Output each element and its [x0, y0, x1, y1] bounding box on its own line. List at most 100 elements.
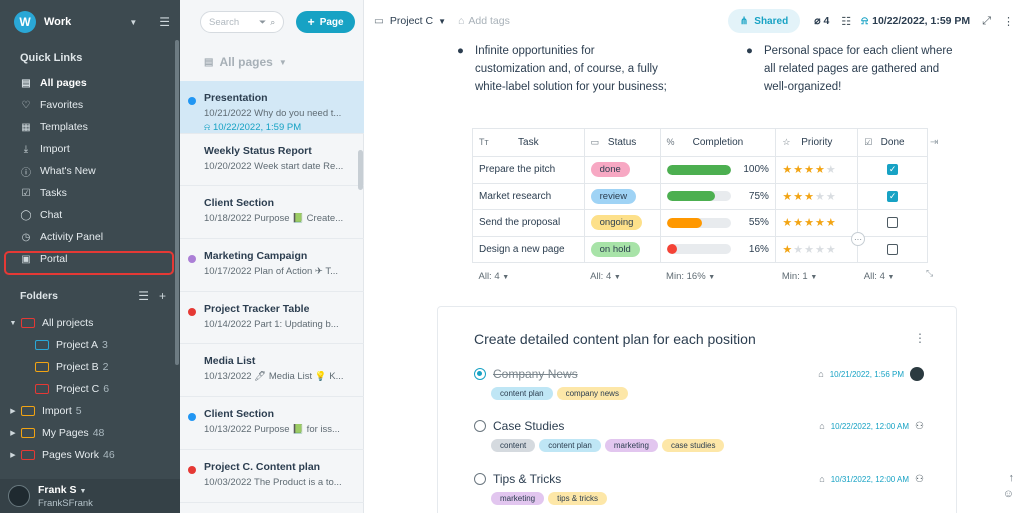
star-rating[interactable]: ★★★★★ — [782, 191, 836, 203]
list-item[interactable]: Presentation 10/21/2022 Why do you need t… — [180, 81, 364, 134]
more-icon[interactable]: ⋮ — [1003, 15, 1014, 28]
task-name[interactable]: Tips & Tricks — [493, 472, 562, 486]
star-icon[interactable]: ★ — [825, 164, 837, 177]
star-icon[interactable]: ★ — [793, 217, 805, 230]
star-icon[interactable]: ★ — [804, 217, 815, 230]
page-list-scrollbar[interactable] — [358, 150, 363, 190]
star-icon[interactable]: ★ — [825, 190, 837, 203]
completion-cell[interactable]: 100% — [659, 156, 777, 184]
star-icon[interactable]: ★ — [814, 164, 826, 177]
add-column-icon[interactable]: ⇥ — [930, 137, 939, 148]
task-checkbox[interactable] — [474, 473, 486, 485]
breadcrumb[interactable]: ▭ Project C ▼ — [374, 15, 446, 27]
breadcrumb-folder[interactable]: Project C — [389, 15, 434, 27]
status-cell[interactable]: ongoing — [583, 209, 661, 237]
priority-cell[interactable]: ★★★★★ — [775, 156, 859, 184]
search-icon[interactable]: ⌕ — [270, 16, 276, 27]
folder-item[interactable]: ▶ My Pages 48 — [0, 422, 180, 444]
task-due-date[interactable]: 10/31/2022, 12:00 AM — [830, 474, 910, 484]
avatar[interactable] — [910, 367, 924, 381]
sidebar-scrollbar[interactable] — [175, 40, 179, 365]
checkbox[interactable] — [887, 217, 899, 229]
star-icon[interactable]: ★ — [782, 164, 794, 177]
sidebar-item-all-pages[interactable]: ▤ All pages — [0, 72, 180, 94]
sidebar-item-templates[interactable]: ▦ Templates — [0, 116, 180, 138]
status-cell[interactable]: done — [583, 156, 661, 184]
avatar[interactable] — [8, 485, 30, 507]
tag-chip[interactable]: content plan — [491, 387, 553, 400]
tag-chip[interactable]: content plan — [539, 439, 601, 452]
caret-down-icon[interactable]: ▼ — [9, 319, 17, 327]
sidebar-item-what-s-new[interactable]: ⓘ What's New — [0, 160, 180, 182]
task-cell[interactable]: Design a new page — [472, 235, 585, 263]
task-name[interactable]: Case Studies — [493, 419, 565, 433]
chevron-down-icon[interactable]: ▼ — [438, 16, 447, 26]
star-icon[interactable]: ★ — [825, 243, 837, 256]
star-icon[interactable]: ★ — [782, 217, 794, 230]
star-icon[interactable]: ★ — [793, 243, 805, 256]
table-footer-cell[interactable]: All: 4 ▼ — [584, 263, 660, 291]
sidebar-item-chat[interactable]: ◯ Chat — [0, 204, 180, 226]
task-due-date[interactable]: 10/21/2022, 1:56 PM — [829, 369, 904, 379]
sort-icon[interactable]: ☰ — [138, 289, 149, 303]
caret-right-icon[interactable]: ▶ — [10, 452, 16, 459]
more-icon[interactable]: ⋮ — [914, 331, 926, 345]
checkbox[interactable] — [887, 243, 899, 255]
workspace-header[interactable]: W Work ▼ ☰ — [0, 0, 180, 44]
col-header-task[interactable]: Tт Task — [472, 128, 585, 157]
tag-chip[interactable]: case studies — [661, 439, 725, 452]
task-due-date[interactable]: 10/22/2022, 12:00 AM — [830, 421, 910, 431]
status-badge[interactable]: ongoing — [590, 215, 643, 231]
task-cell[interactable]: Prepare the pitch — [472, 156, 585, 184]
reminder-button[interactable]: ⍾ 10/22/2022, 1:59 PM — [861, 15, 970, 28]
attachments-button[interactable]: ⌀ 4 — [814, 15, 829, 27]
priority-cell[interactable]: ★★★★★ — [775, 182, 859, 210]
emoji-icon[interactable]: ☺ — [1002, 488, 1014, 500]
tag-chip[interactable]: tips & tricks — [548, 492, 608, 505]
list-item[interactable]: Client Section 10/18/2022 Purpose 📗 Creat… — [180, 186, 364, 240]
assign-user-icon[interactable]: ⚇ — [915, 420, 924, 432]
table-footer-cell[interactable]: Min: 1 ▼ — [776, 263, 858, 291]
star-rating[interactable]: ★★★★★ — [782, 244, 836, 256]
search-input[interactable]: Search ⏷ ⌕ — [200, 11, 285, 33]
status-badge[interactable]: review — [590, 188, 637, 204]
checkbox[interactable]: ✓ — [887, 164, 899, 176]
task-checkbox[interactable] — [474, 420, 486, 432]
star-rating[interactable]: ★★★★★ — [782, 164, 836, 176]
star-icon[interactable]: ★ — [814, 243, 826, 256]
sidebar-item-tasks[interactable]: ☑ Tasks — [0, 182, 180, 204]
chevron-down-icon[interactable]: ▼ — [79, 487, 87, 495]
sidebar-item-favorites[interactable]: ♡ Favorites — [0, 94, 180, 116]
list-item[interactable]: Weekly Status Report 10/20/2022 Week star… — [180, 134, 364, 187]
star-icon[interactable]: ★ — [782, 243, 794, 256]
status-badge[interactable]: on hold — [590, 241, 640, 257]
checkbox[interactable]: ✓ — [887, 190, 899, 202]
col-header-priority[interactable]: ☆ Priority — [775, 128, 859, 157]
completion-cell[interactable]: 55% — [659, 209, 777, 237]
tag-icon[interactable]: ⌂ — [819, 421, 825, 431]
list-item[interactable]: Marketing Campaign 10/17/2022 Plan of Act… — [180, 239, 364, 292]
folder-item[interactable]: ▶ Import 5 — [0, 400, 180, 422]
star-icon[interactable]: ★ — [793, 164, 805, 177]
new-page-button[interactable]: + Page — [296, 11, 355, 33]
star-icon[interactable]: ★ — [782, 190, 794, 203]
list-item[interactable]: Project Tracker Table 10/14/2022 Part 1: … — [180, 292, 364, 345]
resize-handle-icon[interactable]: ⤡ — [926, 268, 934, 278]
table-footer-cell[interactable]: All: 4 ▼ — [858, 263, 928, 291]
sidebar-item-portal[interactable]: ▣ Portal — [0, 248, 180, 270]
workspace-name[interactable]: Work — [44, 16, 72, 28]
row-more-icon[interactable]: ··· — [851, 232, 865, 246]
tag-icon[interactable]: ⌂ — [818, 369, 824, 379]
star-icon[interactable]: ★ — [825, 217, 837, 230]
star-rating[interactable]: ★★★★★ — [782, 217, 836, 229]
caret-right-icon[interactable]: ▶ — [10, 408, 16, 415]
status-cell[interactable]: on hold — [583, 235, 661, 263]
list-item[interactable]: Media List 10/13/2022 🖊 Media List 💡 K... — [180, 344, 364, 398]
task-checkbox[interactable] — [474, 368, 486, 380]
star-icon[interactable]: ★ — [793, 190, 805, 203]
completion-cell[interactable]: 16% — [659, 235, 777, 263]
list-item[interactable]: Project C. Content plan 10/03/2022 The Pr… — [180, 450, 364, 503]
